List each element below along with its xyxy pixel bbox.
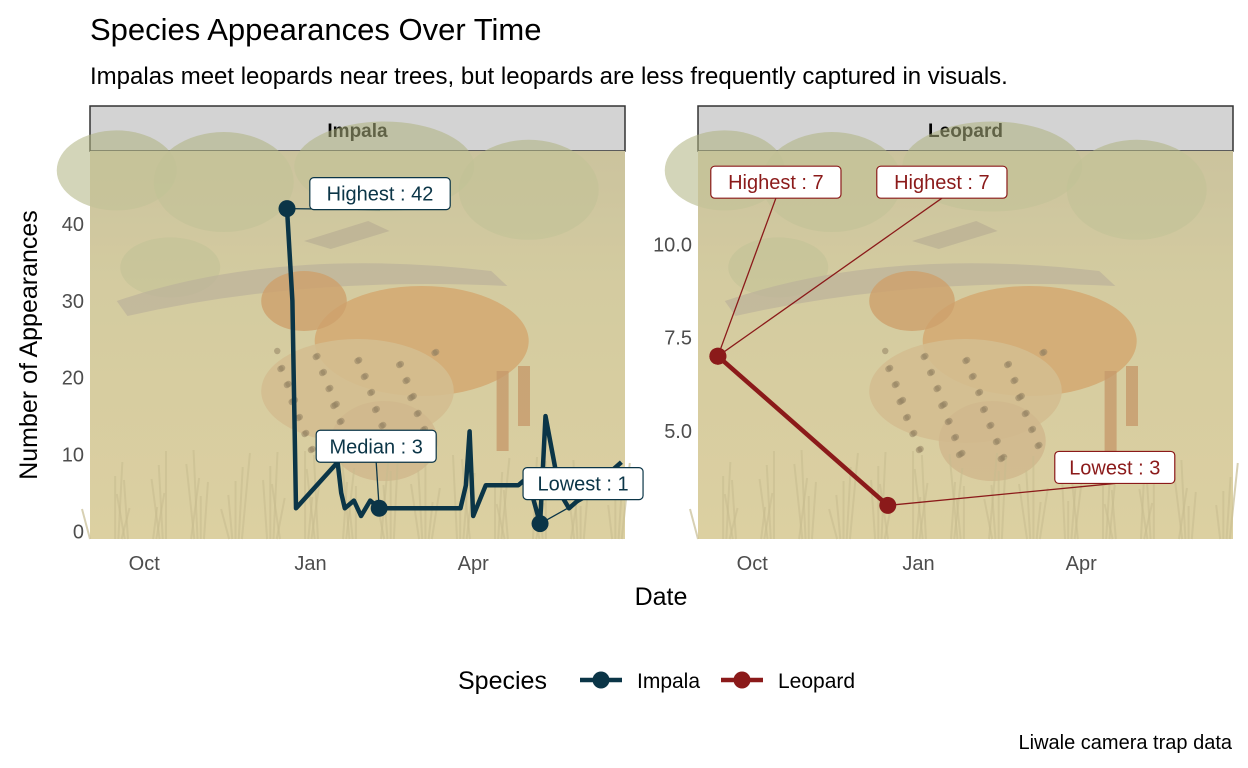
chart-subtitle: Impalas meet leopards near trees, but le… xyxy=(90,63,1008,90)
highlight-point xyxy=(278,200,296,218)
highlight-point xyxy=(370,499,388,517)
label-leader-line xyxy=(887,482,1115,507)
point-label: Lowest : 3 xyxy=(1069,457,1160,479)
chart-title: Species Appearances Over Time xyxy=(90,12,541,47)
y-tick-label: 10.0 xyxy=(653,234,692,256)
highlight-point xyxy=(709,347,727,365)
highlight-point xyxy=(531,515,549,533)
point-label: Highest : 42 xyxy=(327,184,434,206)
point-label-box xyxy=(710,165,842,199)
y-axis-label: Number of Appearances xyxy=(15,210,43,480)
legend-title: Species xyxy=(458,667,547,695)
label-leader-line xyxy=(717,197,777,357)
x-tick-label: Apr xyxy=(458,553,489,575)
point-label-box xyxy=(522,467,644,501)
x-tick-label: Oct xyxy=(129,553,161,575)
caption: Liwale camera trap data xyxy=(1019,732,1233,754)
y-tick-label: 40 xyxy=(62,214,84,236)
legend-label: Leopard xyxy=(778,670,855,693)
y-tick-label: 7.5 xyxy=(664,328,692,350)
point-label-box xyxy=(1054,450,1176,485)
label-leader-line xyxy=(717,197,943,357)
x-tick-label: Oct xyxy=(737,553,769,575)
point-label: Lowest : 1 xyxy=(537,474,628,496)
point-label-box xyxy=(876,165,1008,199)
point-label-box xyxy=(309,177,451,211)
y-tick-label: 20 xyxy=(62,368,84,390)
y-tick-label: 10 xyxy=(62,444,84,466)
point-label: Median : 3 xyxy=(329,436,422,458)
x-axis-label: Date xyxy=(635,583,688,611)
point-label: Highest : 7 xyxy=(894,172,990,194)
series-line-leopard xyxy=(716,354,890,508)
highlight-point xyxy=(879,496,897,514)
point-label-box xyxy=(315,429,437,463)
y-tick-label: 30 xyxy=(62,291,84,313)
legend-entry-impala: Impala xyxy=(580,670,700,693)
y-tick-label: 5.0 xyxy=(664,421,692,443)
panel-impala: Impala010203040OctJanAprHighest : 42Medi… xyxy=(56,105,644,575)
y-tick-label: 0 xyxy=(73,521,84,543)
legend-label: Impala xyxy=(637,670,700,693)
point-label: Highest : 7 xyxy=(728,172,824,194)
x-tick-label: Apr xyxy=(1066,553,1097,575)
legend: Species Impala Leopard xyxy=(458,667,855,695)
x-tick-label: Jan xyxy=(294,553,326,575)
legend-entry-leopard: Leopard xyxy=(721,670,855,693)
x-tick-label: Jan xyxy=(902,553,934,575)
